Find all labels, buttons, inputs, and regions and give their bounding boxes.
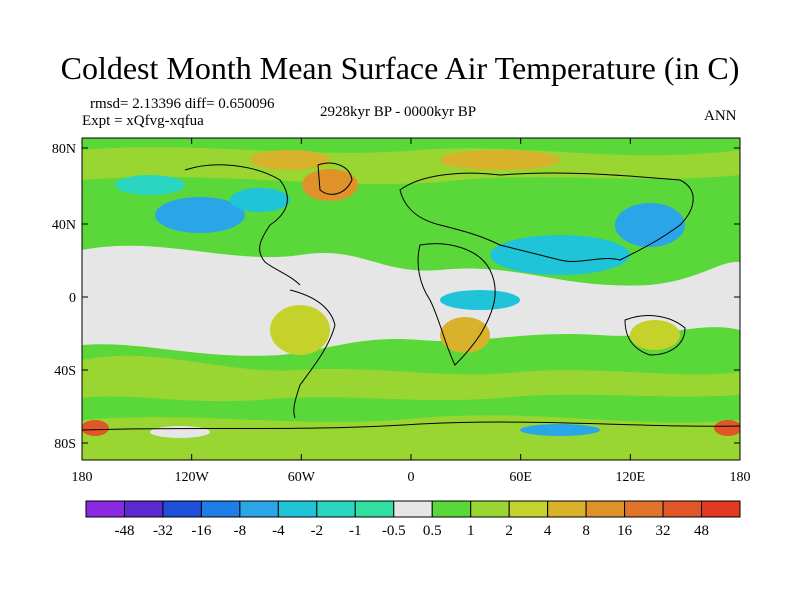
colorbar-box — [624, 500, 664, 518]
colorbar-box — [701, 500, 741, 518]
colorbar-label: 2 — [505, 523, 513, 539]
colorbar-label: -4 — [272, 523, 285, 539]
field-south-band — [82, 355, 740, 402]
colorbar-label: 32 — [656, 523, 671, 539]
field-cool-north-pacific — [115, 175, 185, 195]
lon-tick-label: 180 — [72, 470, 93, 485]
lat-tick-label: 40N — [52, 218, 76, 233]
colorbar-box — [393, 500, 433, 518]
coast-antarctica — [82, 421, 740, 431]
lon-tick-label: 60W — [288, 470, 316, 485]
chart-title: Coldest Month Mean Surface Air Temperatu… — [60, 50, 740, 86]
coast-greenland — [317, 162, 353, 195]
coast-australia — [624, 315, 686, 356]
field-cool-america — [230, 188, 290, 212]
field-warm-antarctic-east — [714, 420, 740, 436]
season-label: ANN — [704, 108, 737, 124]
field-neutral-band — [82, 245, 740, 356]
lon-tick-label: 0 — [408, 470, 415, 485]
map-field — [82, 138, 740, 460]
lon-tick-label: 120W — [175, 470, 210, 485]
field-warm-greenland — [302, 169, 358, 201]
colorbar-label: -16 — [191, 523, 211, 539]
colorbar-box — [470, 500, 510, 518]
coast-africa — [417, 243, 496, 366]
colorbar-box — [162, 500, 202, 518]
colorbar-box — [508, 500, 549, 518]
colorbar-label: 48 — [694, 523, 709, 539]
colorbar-box — [431, 500, 472, 518]
coast-eurasia — [399, 172, 694, 262]
colorbar-label: 0.5 — [423, 523, 442, 539]
period-label: 2928kyr BP - 0000kyr BP — [320, 104, 477, 120]
lon-tick-label: 180 — [730, 470, 751, 485]
experiment-label: Expt = xQfvg-xqfua — [82, 113, 204, 129]
lat-tick-label: 0 — [69, 291, 76, 306]
field-warm-south-america — [270, 305, 330, 355]
field-cool-pacific — [155, 197, 245, 233]
field-warm-siberia — [440, 150, 560, 170]
coastlines — [82, 162, 740, 431]
lon-tick-label: 60E — [509, 470, 532, 485]
lon-axis: 180 120W 60W 0 60E 120E 180 — [72, 138, 751, 485]
colorbar-box — [662, 500, 703, 518]
colorbar-box — [85, 500, 125, 518]
field-cool-indian — [440, 290, 520, 310]
field-cool-east-asia — [615, 203, 685, 247]
colorbar-label: -2 — [311, 523, 324, 539]
lat-tick-label: 80S — [54, 437, 76, 452]
colorbar-box — [547, 500, 587, 518]
stats-label: rmsd= 2.13396 diff= 0.650096 — [90, 96, 275, 112]
lat-tick-label: 40S — [54, 364, 76, 379]
colorbar-label: 4 — [544, 523, 552, 539]
colorbar-box — [585, 500, 626, 518]
field-north-band — [82, 147, 740, 184]
lon-tick-label: 120E — [616, 470, 646, 485]
colorbar-box — [354, 500, 395, 518]
colorbar-label: -48 — [114, 523, 134, 539]
coast-north-america — [184, 164, 301, 286]
field-cool-asia — [490, 235, 630, 275]
colorbar-box — [239, 500, 279, 518]
field-cool-antarctic — [520, 424, 600, 436]
colorbar-label: 1 — [467, 523, 475, 539]
colorbar-box — [277, 500, 318, 518]
colorbar-label: 16 — [617, 523, 633, 539]
field-warm-africa — [440, 317, 490, 353]
field-warm-canada — [250, 150, 330, 170]
lat-axis: 80N 40N 0 40S 80S — [52, 142, 740, 452]
colorbar-label: -0.5 — [382, 523, 406, 539]
coast-south-america — [289, 289, 336, 419]
colorbar-label: 8 — [582, 523, 590, 539]
lat-tick-label: 80N — [52, 142, 76, 157]
field-warm-antarctic-west — [82, 420, 109, 436]
colorbar-box — [316, 500, 356, 518]
colorbar-label: -1 — [349, 523, 362, 539]
field-warm-australia — [630, 320, 680, 350]
colorbar-label: -8 — [234, 523, 247, 539]
colorbar-label: -32 — [153, 523, 173, 539]
colorbar-box — [123, 500, 164, 518]
colorbar-box — [200, 500, 241, 518]
